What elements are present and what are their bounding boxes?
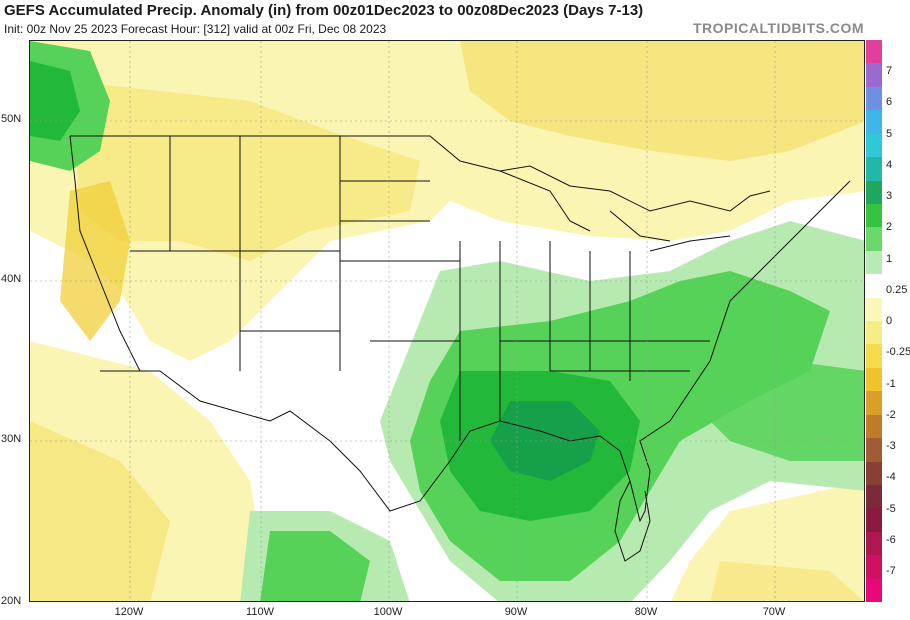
colorbar-tick-label: -0.25	[886, 346, 910, 359]
us-canada-border	[70, 135, 771, 212]
colorbar-segment	[866, 484, 882, 509]
lat-label-30n: 30N	[1, 433, 22, 445]
lat-label-20n: 20N	[1, 595, 22, 607]
colorbar-tick-label: 7	[886, 65, 893, 77]
lon-label-80w: 80W	[634, 606, 658, 618]
colorbar-tick-label: 6	[886, 96, 893, 109]
colorbar-tick-label: -1	[886, 377, 896, 390]
colorbar-segment	[866, 414, 882, 439]
colorbar-tick-label: -4	[886, 471, 896, 484]
colorbar-tick-label: -5	[886, 502, 896, 515]
dry-field-mexico-pacific	[30, 421, 170, 601]
colorbar-segment	[866, 531, 882, 556]
us-mexico-border	[100, 370, 451, 512]
colorbar-segment	[866, 578, 882, 603]
map-canvas	[30, 41, 864, 601]
colorbar-segment	[866, 274, 882, 299]
state-lines	[130, 136, 710, 441]
colorbar-tick-label: -2	[886, 408, 896, 421]
graticule	[30, 41, 864, 601]
colorbar-segment	[866, 367, 882, 392]
colorbar-segment	[866, 40, 882, 64]
colorbar-segment	[866, 157, 882, 181]
colorbar-segment	[866, 63, 882, 88]
colorbar-tick-label: -6	[886, 533, 896, 546]
lon-label-100w: 100W	[373, 606, 403, 618]
colorbar-tick-label: -3	[886, 440, 896, 452]
colorbar-segment	[866, 461, 882, 486]
precip-anomaly-map	[29, 40, 865, 602]
dry-field-canada	[460, 41, 864, 161]
colorbar-segment	[866, 203, 882, 228]
chart-title: GEFS Accumulated Precip. Anomaly (in) fr…	[4, 2, 644, 19]
colorbar-tick-label: 0	[886, 315, 893, 327]
dry-field-caribbean	[710, 561, 864, 601]
colorbar-tick-label: 3	[886, 190, 893, 202]
colorbar-segment	[866, 250, 882, 275]
lon-label-120w: 120W	[114, 606, 144, 618]
colorbar-segment	[866, 86, 882, 111]
wet-field-atlantic-offshore	[690, 341, 864, 461]
dry-field-northwest-mid	[70, 81, 420, 261]
colorbar-tick-label: 4	[886, 158, 893, 171]
colorbar-tick-label: 5	[886, 127, 893, 140]
colorbar-segment	[866, 391, 882, 416]
wet-field-pnw-core	[30, 61, 80, 141]
florida	[614, 480, 651, 562]
colorbar-segment	[866, 508, 882, 533]
lon-label-70w: 70W	[762, 606, 786, 618]
colorbar-segment	[866, 438, 882, 462]
colorbar-segment	[866, 344, 882, 369]
colorbar-segment	[866, 321, 882, 345]
colorbar-segment	[866, 180, 882, 205]
colorbar-segment	[866, 555, 882, 580]
dry-field-pacific-coast	[60, 181, 130, 341]
colorbar	[866, 40, 882, 603]
wet-field-mexico-mid	[260, 531, 370, 601]
colorbar-segment	[866, 110, 882, 135]
colorbar-segment	[866, 297, 882, 322]
colorbar-tick-label: 0.25	[886, 283, 908, 296]
colorbar-segment	[866, 227, 882, 252]
great-lakes	[499, 170, 731, 252]
lon-label-110w: 110W	[246, 606, 274, 618]
brand-watermark: TROPICALTIDBITS.COM	[692, 20, 864, 36]
colorbar-tick-label: 1	[886, 252, 893, 265]
east-coast	[709, 180, 851, 362]
lat-label-40n: 40N	[1, 273, 22, 285]
lat-label-50n: 50N	[1, 113, 22, 125]
political-borders	[69, 135, 851, 562]
chart-subtitle: Init: 00z Nov 25 2023 Forecast Hour: [31…	[4, 22, 387, 36]
colorbar-tick-label: -7	[886, 565, 896, 577]
wet-anomaly-fields	[30, 41, 864, 601]
colorbar-tick-label: 2	[886, 221, 893, 234]
lon-label-90w: 90W	[504, 606, 528, 618]
colorbar-segment	[866, 133, 882, 158]
